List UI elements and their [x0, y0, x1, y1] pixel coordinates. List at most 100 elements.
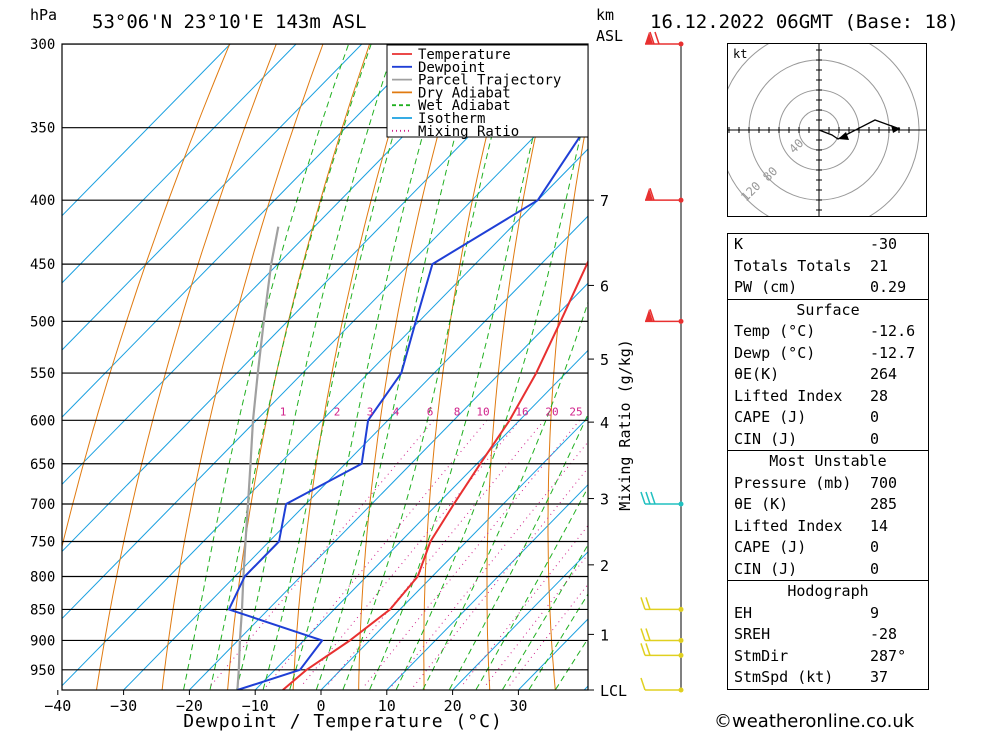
pressure-tick-label: 350: [30, 121, 55, 137]
wind-barb: [640, 677, 684, 693]
wet-adiabat-line: [262, 44, 422, 690]
index-label: EH: [734, 603, 753, 622]
mixing-ratio-label: 25: [569, 405, 582, 418]
mixing-ratio-label: 6: [427, 405, 434, 418]
wind-barb: [640, 491, 684, 507]
wet-adiabat-line: [209, 44, 372, 690]
isotherm-line: [62, 44, 363, 351]
wind-barb-feather: [640, 677, 646, 691]
index-row: Temp (°C) -12.6: [728, 321, 928, 343]
most-unstable-indices: Most Unstable Pressure (mb) 700 θE (K) 285 L…: [728, 450, 928, 580]
isotherm-line: [62, 44, 429, 418]
wet-adiabat-line: [369, 44, 557, 690]
index-value: 264: [870, 365, 898, 383]
pressure-tick-label: 900: [30, 633, 55, 649]
legend-label: Mixing Ratio: [418, 124, 519, 140]
wind-barb-flag: [645, 309, 653, 322]
mixing-ratio-line: [326, 419, 545, 688]
x-tick-label: 10: [378, 697, 396, 715]
index-label: CAPE (J): [734, 538, 807, 556]
mixing-ratio-line: [484, 553, 588, 688]
mixing-ratio-label: 2: [334, 405, 341, 418]
wind-barb: [645, 31, 684, 47]
index-label: θE(K): [734, 365, 780, 383]
mixing-ratio-label: 16: [515, 405, 528, 418]
index-row: Pressure (mb) 700: [728, 473, 928, 495]
pressure-tick-label: 450: [30, 257, 55, 273]
mixing-ratio-label: 1: [280, 405, 287, 418]
hodograph-indices: Hodograph EH 9 SREH -28 StmDir 287° StmSpd (kt…: [728, 580, 928, 689]
index-label: SREH: [734, 625, 771, 643]
pressure-tick-label: 500: [30, 314, 55, 330]
wind-barb: [645, 309, 684, 324]
dry-adiabat-line: [976, 44, 1000, 690]
index-label: Lifted Index: [734, 386, 843, 405]
hodograph-panel: kt 40 80 120: [718, 29, 927, 231]
index-label: StmSpd (kt): [734, 668, 834, 686]
dry-adiabat-line: [927, 44, 1000, 690]
pressure-tick-label: 650: [30, 457, 55, 473]
height-tick-label: 6: [600, 277, 609, 295]
index-value: -12.7: [870, 343, 916, 362]
legend-label: Temperature: [418, 47, 511, 63]
height-tick-label: 2: [600, 557, 609, 575]
index-row: Totals Totals 21: [728, 256, 928, 278]
pressure-tick-label: 400: [30, 193, 55, 209]
index-label: Dewp (°C): [734, 343, 816, 362]
isotherm-line: [62, 81, 588, 620]
hodograph-ring-label: 80: [760, 164, 780, 184]
pressure-tick-label: 800: [30, 570, 55, 586]
index-label: Lifted Index: [734, 516, 843, 535]
index-row: EH 9: [728, 603, 928, 625]
index-label: Temp (°C): [734, 322, 816, 340]
wind-barb-feather: [649, 31, 655, 45]
wind-barb-feather: [645, 597, 651, 610]
temperature-line: [282, 259, 588, 690]
surface-title: Surface: [796, 300, 860, 319]
wet-adiabat-line: [342, 44, 516, 690]
mixing-ratio-line: [265, 419, 488, 688]
wind-barb-flag: [645, 32, 653, 44]
x-tick-label: 30: [509, 697, 527, 715]
index-value: -12.6: [870, 322, 916, 340]
index-value: 21: [870, 256, 889, 275]
general-indices: K -30 Totals Totals 21 PW (cm) 0.29: [728, 234, 928, 299]
indices-panel: K -30 Totals Totals 21 PW (cm) 0.29 Surface T…: [727, 233, 929, 690]
legend-label: Dewpoint: [418, 60, 485, 76]
plot-frame: [61, 43, 589, 691]
wet-adiabat-line: [422, 300, 588, 690]
index-row: PW (cm) 0.29: [728, 277, 928, 299]
mixing-ratio-label: 8: [454, 405, 461, 418]
height-tick-label: 4: [600, 414, 609, 432]
index-value: 0: [870, 408, 880, 426]
wind-barb: [640, 628, 684, 643]
isotherm-line: [62, 44, 560, 553]
y-axis-label: hPa: [30, 6, 57, 24]
height-tick-label: 1: [600, 626, 609, 644]
wind-barb: [645, 187, 684, 203]
index-value: 28: [870, 386, 889, 405]
dry-adiabat-line: [358, 44, 464, 690]
legend-label: Parcel Trajectory: [418, 73, 561, 89]
dewpoint-line: [227, 107, 588, 690]
index-row: CIN (J) 0: [728, 429, 928, 451]
index-value: 14: [870, 516, 889, 535]
index-label: StmDir: [734, 646, 789, 665]
datetime-title: 16.12.2022 06GMT (Base: 18): [650, 11, 959, 33]
dry-adiabat-line: [423, 44, 511, 690]
mixing-ratio-line: [363, 419, 580, 688]
x-tick-label: −30: [110, 697, 137, 715]
wind-barb-feather: [640, 491, 646, 505]
isotherm-line: [320, 416, 588, 690]
index-label: θE (K): [734, 495, 789, 513]
mixing-ratio-label: 10: [476, 405, 489, 418]
hodograph-ring-label: 120: [738, 179, 763, 204]
hodograph-ring-label: 40: [786, 136, 806, 156]
dry-adiabat-line: [96, 44, 277, 690]
hodograph-unit: kt: [733, 47, 747, 61]
x-tick-label: −20: [176, 697, 203, 715]
pressure-tick-label: 600: [30, 413, 55, 429]
wind-barb-feather: [640, 597, 646, 610]
index-row: Lifted Index 14: [728, 516, 928, 538]
wet-adiabat-line: [183, 44, 350, 690]
